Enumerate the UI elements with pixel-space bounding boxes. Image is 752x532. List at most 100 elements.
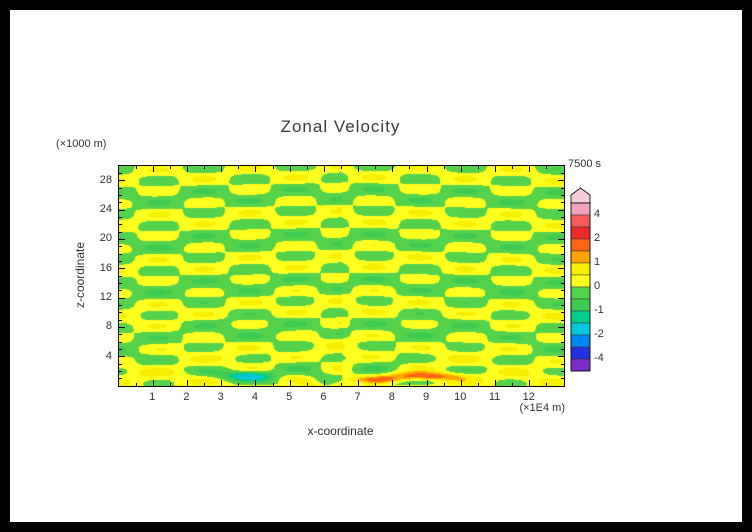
axis-tick (186, 380, 188, 386)
axis-tick (512, 166, 514, 169)
axis-tick (255, 380, 257, 386)
axis-tick (561, 312, 564, 314)
axis-tick (561, 253, 564, 255)
axis-tick (561, 290, 564, 292)
axis-tick (119, 194, 122, 196)
axis-tick (119, 334, 122, 336)
axis-tick (221, 166, 223, 172)
chart-title: Zonal Velocity (280, 117, 401, 136)
axis-tick (358, 166, 360, 172)
axis-tick (558, 356, 564, 358)
axis-tick (323, 380, 325, 386)
axis-tick (529, 166, 531, 172)
axis-tick (135, 166, 137, 169)
x-axis-title: x-coordinate (307, 424, 374, 438)
contour-plot-area (118, 165, 565, 387)
axis-tick (119, 297, 125, 299)
axis-tick (561, 246, 564, 248)
axis-tick (409, 383, 411, 386)
colorbar-segment (570, 238, 591, 252)
colorbar-segment (570, 274, 591, 288)
axis-tick (558, 180, 564, 182)
axis-tick (512, 383, 514, 386)
axis-tick (561, 370, 564, 372)
axis-tick (119, 304, 122, 306)
axis-tick (561, 334, 564, 336)
colorbar-segment (570, 262, 591, 276)
time-stamp-label: 7500 s (568, 158, 602, 170)
axis-tick (119, 370, 122, 372)
axis-tick (119, 290, 122, 292)
colorbar-segment (570, 358, 591, 372)
axis-tick (558, 326, 564, 328)
x-axis-unit-label: (×1E4 m) (519, 402, 565, 414)
axis-tick (119, 312, 122, 314)
colorbar-segment (570, 226, 591, 240)
axis-tick (561, 282, 564, 284)
colorbar-segment (570, 334, 591, 348)
axis-tick (443, 383, 445, 386)
colorbar (570, 187, 591, 372)
axis-tick (119, 268, 125, 270)
axis-tick (561, 341, 564, 343)
y-axis-title: z-coordinate (73, 241, 87, 309)
axis-tick (119, 363, 122, 365)
axis-tick (323, 166, 325, 172)
axis-tick (255, 166, 257, 172)
axis-tick (375, 166, 377, 169)
axis-tick (272, 166, 274, 169)
axis-tick (119, 260, 122, 262)
axis-tick (119, 282, 122, 284)
axis-tick (341, 383, 342, 386)
axis-tick (561, 231, 564, 233)
axis-tick (558, 297, 564, 299)
axis-tick (119, 275, 122, 277)
axis-tick (546, 383, 548, 386)
axis-tick (495, 166, 497, 172)
axis-tick (561, 224, 564, 226)
axis-tick (119, 378, 122, 380)
axis-tick (558, 238, 564, 240)
axis-tick (561, 172, 564, 174)
axis-tick (119, 216, 122, 218)
colorbar-segment (570, 286, 591, 300)
contour-field-canvas (119, 166, 564, 386)
axis-tick (392, 166, 394, 172)
axis-tick (119, 238, 125, 240)
axis-tick (558, 209, 564, 211)
axis-tick (561, 304, 564, 306)
axis-tick (426, 380, 428, 386)
axis-tick (477, 166, 479, 169)
axis-tick (409, 166, 411, 169)
axis-tick (119, 341, 122, 343)
axis-tick (119, 224, 122, 226)
axis-tick (561, 319, 564, 321)
axis-tick (561, 378, 564, 380)
axis-tick (306, 383, 308, 386)
axis-tick (119, 209, 125, 211)
axis-tick (561, 216, 564, 218)
axis-tick (204, 383, 206, 386)
axis-tick (221, 380, 223, 386)
axis-tick (460, 166, 462, 172)
axis-tick (358, 380, 360, 386)
axis-tick (119, 172, 122, 174)
axis-tick (119, 187, 122, 189)
axis-tick (477, 383, 479, 386)
axis-tick (341, 166, 342, 169)
axis-tick (119, 356, 125, 358)
axis-tick (392, 380, 394, 386)
axis-tick (426, 166, 428, 172)
axis-tick (558, 268, 564, 270)
axis-tick (152, 380, 154, 386)
axis-tick (495, 380, 497, 386)
colorbar-segment (570, 214, 591, 228)
axis-tick (561, 275, 564, 277)
axis-tick (375, 383, 377, 386)
axis-tick (169, 166, 171, 169)
colorbar-segment (570, 250, 591, 264)
colorbar-border (570, 202, 591, 372)
axis-tick (119, 231, 122, 233)
axis-tick (561, 260, 564, 262)
